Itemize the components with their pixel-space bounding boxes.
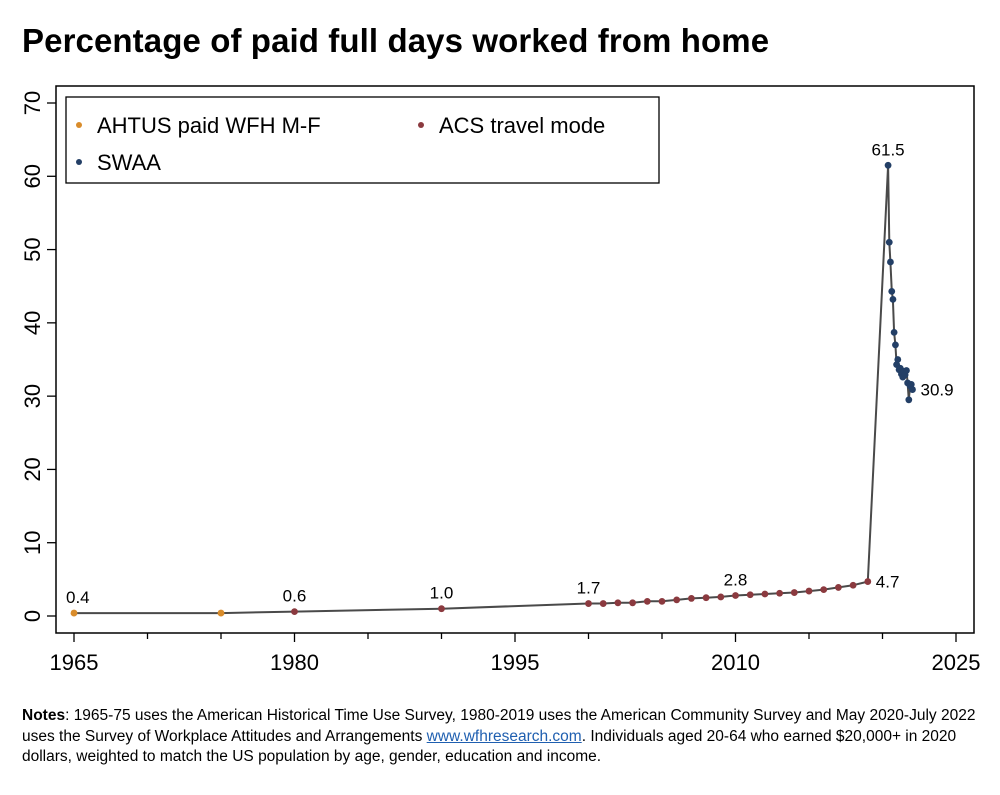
notes-link[interactable]: www.wfhresearch.com (426, 727, 582, 745)
point-acs-travel-mode (849, 581, 857, 589)
point-acs-travel-mode (864, 578, 872, 585)
point-acs-travel-mode (717, 593, 725, 601)
point-swaa (887, 258, 894, 266)
point-acs-travel-mode (732, 592, 739, 599)
point-acs-travel-mode (835, 584, 842, 591)
data-label: 0.4 (66, 588, 90, 607)
point-acs-travel-mode (790, 589, 798, 596)
point-acs-travel-mode (658, 597, 666, 605)
point-swaa (909, 386, 916, 393)
point-acs-travel-mode (629, 599, 636, 607)
point-acs-travel-mode (776, 589, 783, 597)
y-axis: 0 10 20 30 40 50 60 70 (20, 91, 56, 622)
x-tick-label: 2010 (711, 650, 760, 675)
data-label: 61.5 (872, 140, 905, 159)
point-swaa (907, 381, 915, 388)
point-acs-travel-mode (688, 595, 695, 602)
point-acs-travel-mode (761, 590, 769, 598)
legend-marker (76, 122, 82, 128)
legend-label: SWAA (97, 150, 161, 175)
point-acs-travel-mode (614, 599, 622, 607)
data-label: 0.6 (283, 587, 307, 606)
x-tick-label: 1995 (491, 650, 540, 675)
series-connector-line (74, 164, 914, 615)
point-acs-travel-mode (746, 591, 754, 599)
legend-label: AHTUS paid WFH M-F (97, 113, 321, 138)
legend-marker (418, 122, 424, 128)
point-acs-travel-mode (643, 597, 651, 605)
x-axis: 1965 1980 1995 2010 2025 (50, 633, 981, 675)
y-tick-label: 70 (20, 91, 45, 115)
data-points (70, 161, 916, 617)
x-tick-label: 1965 (50, 650, 99, 675)
point-swaa (905, 396, 913, 404)
point-swaa (889, 296, 897, 303)
legend-marker (76, 159, 82, 165)
notes-text-2: . Individuals aged 20-64 who earned $20,… (22, 727, 957, 766)
point-swaa (884, 161, 892, 169)
point-swaa (890, 328, 898, 336)
y-tick-label: 60 (20, 164, 45, 188)
data-label: 2.8 (724, 570, 748, 589)
y-tick-label: 40 (20, 311, 45, 335)
y-tick-label: 50 (20, 237, 45, 261)
legend: AHTUS paid WFH M-F ACS travel mode SWAA (65, 96, 660, 184)
legend-label: ACS travel mode (439, 113, 605, 138)
x-tick-label: 2025 (932, 650, 981, 675)
point-acs-travel-mode (805, 587, 813, 595)
point-acs-travel-mode (599, 600, 607, 607)
y-tick-label: 20 (20, 457, 45, 481)
point-swaa (903, 367, 910, 374)
point-acs-travel-mode (702, 594, 710, 602)
y-tick-label: 0 (20, 610, 45, 622)
y-tick-label: 10 (20, 530, 45, 554)
point-acs-travel-mode (291, 608, 298, 616)
point-swaa (892, 341, 899, 349)
y-tick-label: 30 (20, 384, 45, 408)
point-acs-travel-mode (585, 600, 592, 607)
point-acs-travel-mode (438, 605, 445, 613)
data-label: 4.7 (876, 573, 900, 592)
point-swaa (888, 287, 896, 295)
point-ahtus-paid-wfh-m-f (70, 609, 78, 617)
notes-text-1: : 1965-75 uses the American Historical T… (22, 707, 976, 745)
point-acs-travel-mode (820, 586, 828, 594)
point-ahtus-paid-wfh-m-f (217, 609, 225, 617)
legend-box (65, 96, 660, 184)
data-label: 1.7 (577, 579, 601, 598)
point-swaa (894, 356, 902, 363)
x-tick-label: 1980 (270, 650, 319, 675)
notes: Notes: 1965-75 uses the American Histori… (22, 706, 982, 768)
data-label: 30.9 (920, 381, 953, 400)
chart-title: Percentage of paid full days worked from… (22, 22, 770, 59)
line-chart: 1965 1980 1995 2010 2025 0 10 20 30 40 50 60 70 0.4… (20, 85, 981, 675)
point-swaa (885, 238, 893, 246)
data-label: 1.0 (430, 584, 454, 603)
data-labels: 0.4 0.6 1.0 1.7 2.8 4.7 61.5 30.9 (66, 140, 954, 607)
notes-label: Notes (22, 707, 66, 724)
point-acs-travel-mode (673, 596, 681, 604)
